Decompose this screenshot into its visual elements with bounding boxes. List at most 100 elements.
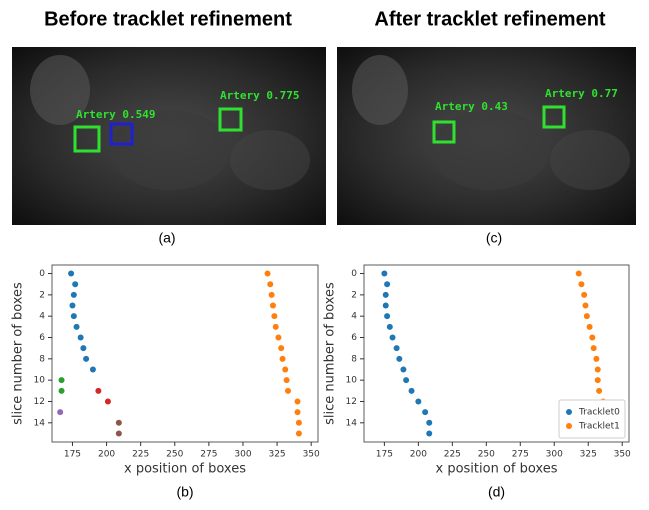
y-tick-label: 8 — [351, 354, 357, 364]
point — [578, 281, 584, 287]
y-tick-label: 2 — [39, 290, 45, 300]
point — [116, 430, 122, 436]
point — [595, 377, 601, 383]
point — [589, 335, 595, 341]
point — [105, 398, 111, 404]
x-tick-label: 350 — [614, 450, 631, 460]
point — [285, 388, 291, 394]
point — [426, 430, 432, 436]
point — [394, 345, 400, 351]
y-tick-label: 4 — [39, 312, 45, 322]
x-tick-label: 250 — [478, 450, 495, 460]
point — [387, 324, 393, 330]
point — [576, 271, 582, 277]
point — [71, 313, 77, 319]
point — [280, 356, 286, 362]
y-tick-label: 0 — [39, 269, 45, 279]
point — [278, 345, 284, 351]
x-tick-label: 325 — [580, 450, 597, 460]
point — [295, 409, 301, 415]
point — [584, 313, 590, 319]
panel-title: Before tracklet refinement — [44, 8, 292, 30]
point — [267, 281, 273, 287]
point — [95, 388, 101, 394]
point — [269, 292, 275, 298]
point — [282, 366, 288, 372]
point — [396, 356, 402, 362]
caption: (d) — [488, 484, 505, 500]
legend-marker — [566, 409, 572, 415]
point — [390, 335, 396, 341]
point — [270, 303, 276, 309]
point — [69, 303, 75, 309]
x-tick-label: 225 — [132, 450, 149, 460]
point — [593, 356, 599, 362]
y-tick-label: 6 — [39, 333, 45, 343]
point — [265, 271, 271, 277]
point — [383, 292, 389, 298]
point — [583, 303, 589, 309]
point — [426, 420, 432, 426]
y-tick-label: 12 — [34, 397, 45, 407]
point — [296, 420, 302, 426]
point — [59, 388, 65, 394]
point — [591, 345, 597, 351]
x-tick-label: 275 — [512, 450, 529, 460]
y-axis-label: slice number of boxes — [11, 282, 26, 425]
point — [57, 409, 63, 415]
point — [403, 377, 409, 383]
y-tick-label: 0 — [351, 269, 357, 279]
mri-image — [12, 47, 326, 225]
x-axis-label: x position of boxes — [124, 462, 246, 477]
y-axis-label: slice number of boxes — [323, 282, 338, 425]
point — [587, 324, 593, 330]
y-tick-label: 4 — [351, 312, 357, 322]
caption: (a) — [158, 230, 175, 246]
legend-marker — [566, 423, 572, 429]
y-tick-label: 14 — [346, 418, 358, 428]
point — [409, 388, 415, 394]
point — [596, 388, 602, 394]
point — [415, 398, 421, 404]
point — [90, 366, 96, 372]
annotation: Artery 0.775 — [220, 89, 299, 102]
point — [284, 377, 290, 383]
x-tick-label: 325 — [268, 450, 285, 460]
x-tick-label: 300 — [546, 450, 563, 460]
x-tick-label: 300 — [234, 450, 251, 460]
annotation: Artery 0.77 — [545, 87, 618, 100]
point — [581, 292, 587, 298]
point — [296, 430, 302, 436]
point — [400, 366, 406, 372]
figure: Before tracklet refinement After trackle… — [0, 0, 649, 506]
mri-image — [337, 47, 636, 225]
legend-label: Tracklet1 — [578, 422, 620, 432]
x-tick-label: 200 — [410, 450, 427, 460]
point — [116, 420, 122, 426]
x-tick-label: 275 — [200, 450, 217, 460]
x-tick-label: 250 — [166, 450, 183, 460]
plot-area — [52, 265, 318, 442]
y-tick-label: 10 — [346, 376, 358, 386]
point — [72, 281, 78, 287]
x-axis-label: x position of boxes — [436, 462, 558, 477]
x-tick-label: 175 — [376, 450, 393, 460]
point — [384, 313, 390, 319]
panel-title: After tracklet refinement — [374, 8, 606, 30]
y-tick-label: 2 — [351, 290, 357, 300]
point — [68, 271, 74, 277]
annotation: Artery 0.43 — [435, 100, 508, 113]
point — [83, 356, 89, 362]
point — [381, 271, 387, 277]
y-tick-label: 10 — [34, 376, 46, 386]
caption: (b) — [176, 484, 193, 500]
y-tick-label: 12 — [346, 397, 357, 407]
point — [422, 409, 428, 415]
annotation: Artery 0.549 — [76, 108, 155, 121]
point — [275, 335, 281, 341]
x-tick-label: 175 — [64, 450, 81, 460]
point — [59, 377, 65, 383]
point — [595, 366, 601, 372]
y-tick-label: 8 — [39, 354, 45, 364]
point — [78, 335, 84, 341]
